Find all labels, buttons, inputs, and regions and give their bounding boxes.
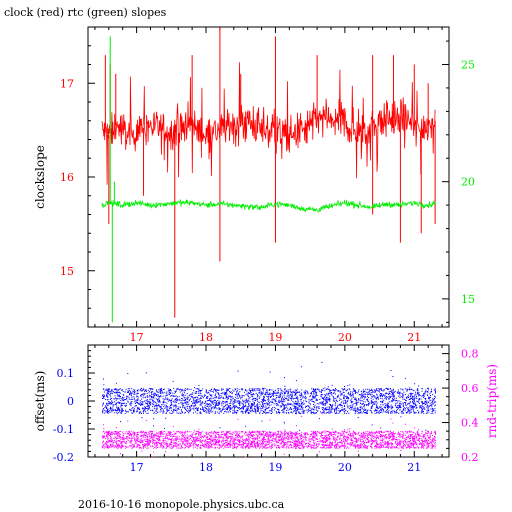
bottom-y2-axis-label: rnd-trip(ms)	[485, 364, 499, 438]
top-y2-tick-label: 25	[461, 59, 475, 72]
top-x-tick-label: 19	[268, 331, 282, 344]
top-y-tick-label: 16	[60, 171, 74, 184]
top-x-tick-label: 20	[338, 331, 352, 344]
bottom-x-tick-label: 20	[338, 461, 352, 474]
bottom-y-tick-label: -0.1	[53, 423, 74, 436]
rtc-series-line	[101, 198, 436, 213]
top-y2-tick-label: 20	[461, 176, 475, 189]
clock-series-line	[101, 62, 436, 185]
top-plot-frame	[87, 26, 450, 328]
bottom-x-tick-label: 19	[268, 461, 282, 474]
top-y-tick-label: 15	[60, 265, 74, 278]
rnd-trip-scatter-points	[101, 412, 437, 458]
bottom-x-tick-label: 21	[407, 461, 421, 474]
bottom-x-tick-label: 17	[130, 461, 144, 474]
bottom-chart: 17 18 19 20 21 -0.2 -0.1 0 0.1 0.2 0.4 0.6 0.8 offset…	[33, 344, 499, 474]
bottom-y2-tick-label: 0.8	[461, 348, 479, 361]
offset-scatter-points	[101, 362, 437, 441]
footer-label: 2016-10-16 monopole.physics.ubc.ca	[78, 498, 285, 511]
bottom-y-tick-label: 0	[67, 395, 74, 408]
bottom-y2-tick-label: 0.2	[461, 451, 479, 464]
top-x-tick-label: 18	[199, 331, 213, 344]
bottom-x-tick-label: 18	[199, 461, 213, 474]
bottom-y-tick-label: -0.2	[53, 451, 74, 464]
bottom-y-axis-label: offset(ms)	[33, 371, 47, 432]
bottom-y-tick-label: 0.1	[57, 367, 75, 380]
chart-title: clock (red) rtc (green) slopes	[4, 6, 167, 19]
bottom-y2-tick-label: 0.6	[461, 382, 479, 395]
top-y2-tick-label: 15	[461, 293, 475, 306]
top-chart: 17 18 19 20 21 15 16 17 15 20 25 clockslope	[33, 26, 475, 344]
top-y-tick-label: 17	[60, 77, 74, 90]
top-x-tick-label: 21	[407, 331, 421, 344]
top-x-tick-label: 17	[130, 331, 144, 344]
top-y-axis-label: clockslope	[33, 145, 47, 209]
bottom-y2-tick-label: 0.4	[461, 417, 479, 430]
